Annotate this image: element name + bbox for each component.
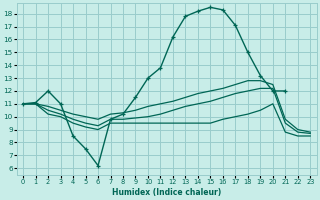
X-axis label: Humidex (Indice chaleur): Humidex (Indice chaleur) bbox=[112, 188, 221, 197]
